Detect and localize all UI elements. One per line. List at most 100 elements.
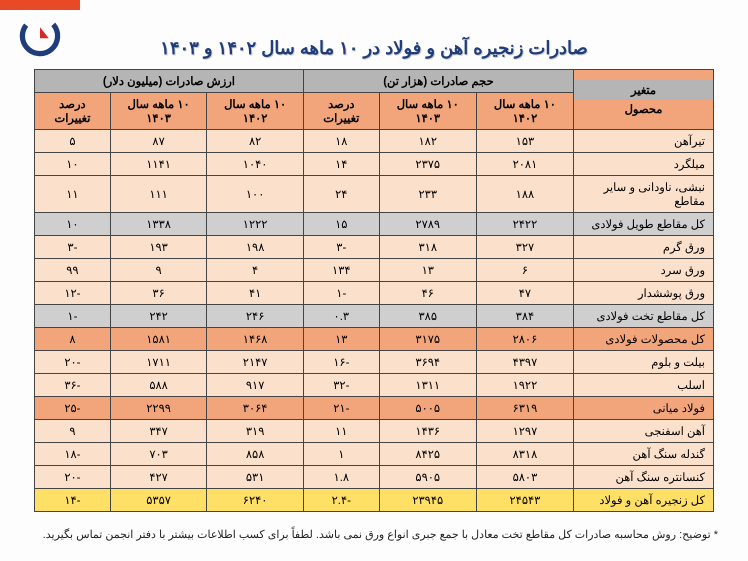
table-row: بیلت و بلوم۴۳۹۷۳۶۹۴-۱۶۲۱۴۷۱۷۱۱-۲۰ xyxy=(35,351,714,374)
cell-val-1402: ۴۱ xyxy=(207,282,304,305)
cell-vol-1402: ۲۰۸۱ xyxy=(476,153,573,176)
cell-vol-pct: -۲۱ xyxy=(303,397,379,420)
cell-vol-1403: ۵۹۰۵ xyxy=(379,466,476,489)
cell-vol-1403: ۴۶ xyxy=(379,282,476,305)
cell-vol-1403: ۲۳۹۴۵ xyxy=(379,489,476,512)
col-val-1402: ۱۰ ماهه سال ۱۴۰۲ xyxy=(207,93,304,130)
table-row: ورق گرم۳۲۷۳۱۸-۳۱۹۸۱۹۳-۳ xyxy=(35,236,714,259)
cell-vol-pct: -۱۶ xyxy=(303,351,379,374)
cell-vol-1402: ۶ xyxy=(476,259,573,282)
cell-val-1402: ۶۲۴۰ xyxy=(207,489,304,512)
cell-product: اسلب xyxy=(574,374,714,397)
cell-product: ورق سرد xyxy=(574,259,714,282)
col-vol-1403: ۱۰ ماهه سال ۱۴۰۳ xyxy=(379,93,476,130)
cell-val-1403: ۷۰۳ xyxy=(110,443,207,466)
cell-val-1402: ۵۳۱ xyxy=(207,466,304,489)
cell-val-1403: ۵۳۵۷ xyxy=(110,489,207,512)
table-row: تیرآهن۱۵۳۱۸۲۱۸۸۲۸۷۵ xyxy=(35,130,714,153)
cell-vol-pct: ۱۵ xyxy=(303,213,379,236)
table-row: کل مقاطع تخت فولادی۳۸۴۳۸۵۰.۳۲۴۶۲۴۲-۱ xyxy=(35,305,714,328)
cell-val-1402: ۳۱۹ xyxy=(207,420,304,443)
table-row: ورق سرد۶۱۳۱۳۴۴۹۹۹ xyxy=(35,259,714,282)
cell-vol-1402: ۱۵۳ xyxy=(476,130,573,153)
cell-vol-1403: ۸۴۲۵ xyxy=(379,443,476,466)
cell-val-1403: ۹ xyxy=(110,259,207,282)
cell-vol-pct: -۲.۴ xyxy=(303,489,379,512)
col-product: متغیر محصول xyxy=(574,70,714,130)
data-table: متغیر محصول حجم صادرات (هزار تن) ارزش صا… xyxy=(34,69,714,512)
cell-val-pct: -۱۸ xyxy=(35,443,111,466)
cell-val-1403: ۱۱۴۱ xyxy=(110,153,207,176)
cell-vol-pct: -۳۲ xyxy=(303,374,379,397)
cell-val-1402: ۱۰۴۰ xyxy=(207,153,304,176)
table-row: آهن اسفنجی۱۲۹۷۱۴۳۶۱۱۳۱۹۳۴۷۹ xyxy=(35,420,714,443)
cell-product: فولاد میانی xyxy=(574,397,714,420)
cell-vol-1403: ۲۳۳ xyxy=(379,176,476,213)
cell-vol-1402: ۴۷ xyxy=(476,282,573,305)
cell-val-pct: ۱۱ xyxy=(35,176,111,213)
cell-vol-pct: ۲۴ xyxy=(303,176,379,213)
accent-bar xyxy=(0,0,80,10)
cell-val-1403: ۱۷۱۱ xyxy=(110,351,207,374)
cell-val-pct: ۹۹ xyxy=(35,259,111,282)
cell-val-1402: ۸۲ xyxy=(207,130,304,153)
cell-val-1402: ۱۹۸ xyxy=(207,236,304,259)
cell-val-pct: -۲۰ xyxy=(35,351,111,374)
table-row: اسلب۱۹۲۲۱۳۱۱-۳۲۹۱۷۵۸۸-۳۶ xyxy=(35,374,714,397)
cell-vol-pct: ۱۱ xyxy=(303,420,379,443)
cell-val-1402: ۱۲۲۲ xyxy=(207,213,304,236)
cell-vol-1403: ۲۷۸۹ xyxy=(379,213,476,236)
cell-val-pct: ۹ xyxy=(35,420,111,443)
cell-val-1403: ۴۲۷ xyxy=(110,466,207,489)
cell-vol-1403: ۳۱۸ xyxy=(379,236,476,259)
cell-product: ورق گرم xyxy=(574,236,714,259)
cell-product: ورق پوششدار xyxy=(574,282,714,305)
cell-val-1403: ۱۵۸۱ xyxy=(110,328,207,351)
cell-vol-1402: ۳۲۷ xyxy=(476,236,573,259)
cell-val-1402: ۲۱۴۷ xyxy=(207,351,304,374)
cell-val-pct: -۳ xyxy=(35,236,111,259)
table-row: کنسانتره سنگ آهن۵۸۰۳۵۹۰۵۱.۸۵۳۱۴۲۷-۲۰ xyxy=(35,466,714,489)
cell-val-pct: -۳۶ xyxy=(35,374,111,397)
logo-icon xyxy=(18,14,62,58)
cell-product: نبشی، ناودانی و سایر مقاطع xyxy=(574,176,714,213)
cell-val-1402: ۲۴۶ xyxy=(207,305,304,328)
cell-val-pct: -۲۰ xyxy=(35,466,111,489)
table-row: کل مقاطع طویل فولادی۲۴۲۲۲۷۸۹۱۵۱۲۲۲۱۳۳۸۱۰ xyxy=(35,213,714,236)
cell-vol-pct: ۱ xyxy=(303,443,379,466)
cell-vol-1403: ۱۳ xyxy=(379,259,476,282)
table-row: کل محصولات فولادی۲۸۰۶۳۱۷۵۱۳۱۴۶۸۱۵۸۱۸ xyxy=(35,328,714,351)
cell-vol-1402: ۴۳۹۷ xyxy=(476,351,573,374)
cell-vol-1402: ۲۴۲۲ xyxy=(476,213,573,236)
cell-vol-1402: ۶۳۱۹ xyxy=(476,397,573,420)
cell-vol-pct: ۱.۸ xyxy=(303,466,379,489)
cell-val-1403: ۸۷ xyxy=(110,130,207,153)
page-title: صادرات زنجیره آهن و فولاد در ۱۰ ماهه سال… xyxy=(0,0,748,59)
cell-vol-1403: ۲۳۷۵ xyxy=(379,153,476,176)
cell-product: بیلت و بلوم xyxy=(574,351,714,374)
cell-val-1403: ۳۶ xyxy=(110,282,207,305)
cell-vol-1402: ۳۸۴ xyxy=(476,305,573,328)
cell-val-pct: -۱۴ xyxy=(35,489,111,512)
cell-vol-1402: ۵۸۰۳ xyxy=(476,466,573,489)
cell-vol-1402: ۸۳۱۸ xyxy=(476,443,573,466)
cell-product: تیرآهن xyxy=(574,130,714,153)
cell-val-pct: ۸ xyxy=(35,328,111,351)
table-row: گندله سنگ آهن۸۳۱۸۸۴۲۵۱۸۵۸۷۰۳-۱۸ xyxy=(35,443,714,466)
cell-val-pct: -۱۲ xyxy=(35,282,111,305)
cell-val-1403: ۳۴۷ xyxy=(110,420,207,443)
table-row: فولاد میانی۶۳۱۹۵۰۰۵-۲۱۳۰۶۴۲۲۹۹-۲۵ xyxy=(35,397,714,420)
cell-product: گندله سنگ آهن xyxy=(574,443,714,466)
table-row: نبشی، ناودانی و سایر مقاطع۱۸۸۲۳۳۲۴۱۰۰۱۱۱… xyxy=(35,176,714,213)
cell-vol-pct: ۱۳۴ xyxy=(303,259,379,282)
cell-vol-pct: ۱۳ xyxy=(303,328,379,351)
cell-val-1402: ۱۰۰ xyxy=(207,176,304,213)
col-vol-1402: ۱۰ ماهه سال ۱۴۰۲ xyxy=(476,93,573,130)
cell-vol-1403: ۳۱۷۵ xyxy=(379,328,476,351)
table-row: میلگرد۲۰۸۱۲۳۷۵۱۴۱۰۴۰۱۱۴۱۱۰ xyxy=(35,153,714,176)
cell-val-1402: ۱۴۶۸ xyxy=(207,328,304,351)
cell-vol-1402: ۱۹۲۲ xyxy=(476,374,573,397)
cell-val-1403: ۲۴۲ xyxy=(110,305,207,328)
cell-vol-1403: ۱۳۱۱ xyxy=(379,374,476,397)
footnote: * توضیح: روش محاسبه صادرات کل مقاطع تخت … xyxy=(30,528,718,541)
